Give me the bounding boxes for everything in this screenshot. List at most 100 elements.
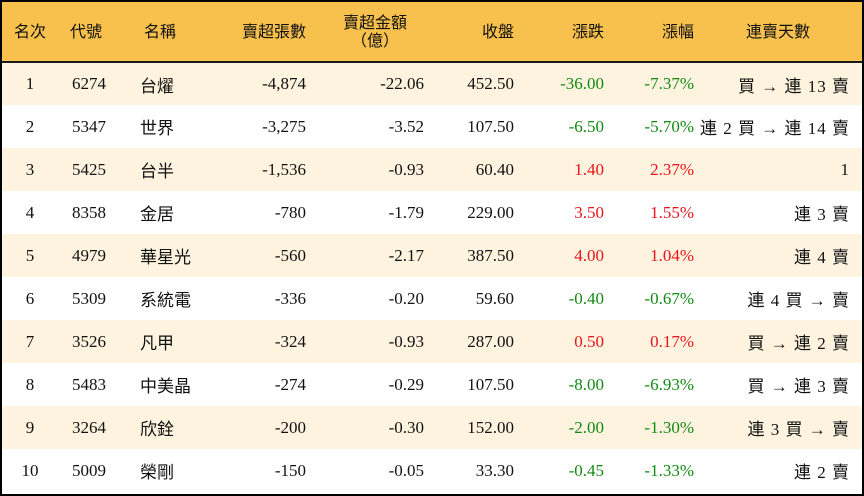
cell-change: -36.00 [560,74,604,93]
header-name: 名稱 [144,21,177,41]
cell-change: 0.50 [574,331,604,351]
table-row: 8 5483 中美晶 -274 -0.29 107.50 -8.00 -6.93… [2,363,862,406]
table-row: 2 5347 世界 -3,275 -3.52 107.50 -6.50 -5.7… [2,105,862,148]
cell-net-sell-shares: -150 [274,460,306,480]
cell-change-pct: -1.30% [644,417,694,437]
cell-code: 5483 [72,374,106,394]
cell-change-pct: 1.04% [650,245,694,265]
cell-name: 華星光 [140,248,191,267]
cell-net-sell-amount: -0.93 [388,331,424,351]
cell-streak: 連 2 賣 [794,463,850,482]
cell-net-sell-shares: -1,536 [262,159,306,179]
cell-name: 欣銓 [140,420,174,439]
cell-streak: 連 3 賣 [794,205,850,224]
cell-net-sell-amount: -0.30 [388,417,424,437]
cell-change-pct: -7.37% [644,74,694,93]
cell-change-pct: -6.93% [644,374,694,394]
cell-rank: 7 [25,331,35,351]
table-row: 3 5425 台半 -1,536 -0.93 60.40 1.40 2.37% … [2,148,862,191]
cell-rank: 10 [21,460,39,480]
cell-rank: 9 [25,417,35,437]
cell-net-sell-shares: -200 [274,417,306,437]
cell-close: 33.30 [475,460,514,480]
cell-streak: 連 4 買 → 賣 [747,291,850,310]
cell-net-sell-shares: -780 [274,202,306,222]
cell-change: -6.50 [568,116,604,136]
table-row: 5 4979 華星光 -560 -2.17 387.50 4.00 1.04% … [2,234,862,277]
cell-net-sell-shares: -274 [274,374,306,394]
cell-change-pct: -5.70% [644,116,694,136]
cell-code: 5009 [72,460,106,480]
cell-change: 3.50 [574,202,604,222]
cell-name: 台燿 [140,76,174,96]
cell-net-sell-shares: -3,275 [262,116,306,136]
cell-name: 系統電 [140,291,191,310]
cell-name: 台半 [140,162,174,181]
cell-change-pct: 2.37% [650,159,694,179]
cell-code: 4979 [72,245,106,265]
cell-close: 387.50 [467,245,514,265]
cell-rank: 4 [25,202,35,222]
cell-net-sell-amount: -0.20 [388,288,424,308]
table-row: 7 3526 凡甲 -324 -0.93 287.00 0.50 0.17% 買… [2,320,862,363]
cell-rank: 8 [25,374,35,394]
header-row: 名次 代號 名稱 賣超張數 賣超金額 （億） 收盤 漲跌 漲幅 連賣天數 [2,2,862,62]
header-change-pct: 漲幅 [661,21,694,41]
cell-code: 5309 [72,288,106,308]
table-header: 名次 代號 名稱 賣超張數 賣超金額 （億） 收盤 漲跌 漲幅 連賣天數 [2,2,862,62]
cell-streak: 連 4 賣 [794,248,850,267]
cell-change: -0.45 [568,460,604,480]
header-net-sell-amount-unit: （億） [350,30,399,50]
cell-change-pct: -1.33% [644,460,694,480]
header-net-sell-shares: 賣超張數 [241,21,306,41]
cell-net-sell-amount: -1.79 [388,202,424,222]
table-body: 1 6274 台燿 -4,874 -22.06 452.50 -36.00 -7… [2,62,862,492]
header-rank: 名次 [13,21,46,41]
cell-rank: 1 [25,74,35,93]
cell-close: 60.40 [475,159,514,179]
cell-change: -8.00 [568,374,604,394]
cell-close: 287.00 [467,331,514,351]
cell-code: 3526 [72,331,106,351]
header-net-sell-amount: 賣超金額 （億） [306,2,424,62]
cell-net-sell-amount: -22.06 [380,74,424,93]
table-row: 6 5309 系統電 -336 -0.20 59.60 -0.40 -0.67%… [2,277,862,320]
table-row: 10 5009 榮剛 -150 -0.05 33.30 -0.45 -1.33%… [2,449,862,492]
cell-net-sell-amount: -3.52 [388,116,424,136]
cell-net-sell-shares: -336 [274,288,306,308]
cell-code: 5347 [72,116,106,136]
cell-streak: 買 → 連 3 賣 [747,377,850,396]
cell-streak: 買 → 連 13 賣 [738,76,850,96]
cell-close: 59.60 [475,288,514,308]
cell-code: 6274 [72,74,106,93]
cell-code: 3264 [72,417,106,437]
cell-rank: 5 [25,245,35,265]
table-row: 1 6274 台燿 -4,874 -22.06 452.50 -36.00 -7… [2,62,862,105]
cell-net-sell-amount: -2.17 [388,245,424,265]
cell-change: 4.00 [574,245,604,265]
cell-close: 107.50 [467,374,514,394]
cell-change: -2.00 [568,417,604,437]
cell-streak: 買 → 連 2 賣 [747,334,850,353]
header-change: 漲跌 [571,21,604,41]
cell-name: 中美晶 [140,377,191,396]
cell-streak: 連 2 買 → 連 14 賣 [700,119,850,138]
cell-change-pct: 0.17% [650,331,694,351]
cell-change: 1.40 [574,159,604,179]
cell-rank: 3 [25,159,35,179]
cell-net-sell-amount: -0.05 [388,460,424,480]
cell-change-pct: 1.55% [650,202,694,222]
cell-net-sell-amount: -0.93 [388,159,424,179]
cell-name: 凡甲 [140,334,174,353]
cell-streak: 連 3 買 → 賣 [747,420,850,439]
cell-net-sell-amount: -0.29 [388,374,424,394]
cell-streak: 1 [840,159,850,179]
cell-code: 8358 [72,202,106,222]
cell-net-sell-shares: -4,874 [262,74,306,93]
header-streak: 連賣天數 [745,21,810,41]
cell-name: 世界 [140,119,174,138]
table-row: 4 8358 金居 -780 -1.79 229.00 3.50 1.55% 連… [2,191,862,234]
cell-name: 金居 [140,205,174,224]
